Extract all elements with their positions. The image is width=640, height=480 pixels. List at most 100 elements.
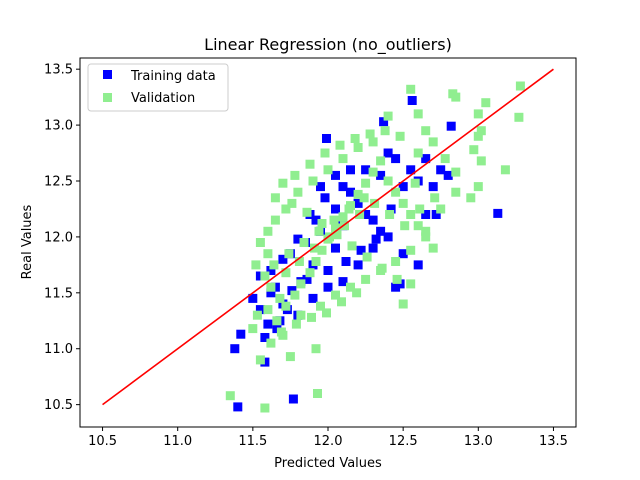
training-point xyxy=(302,274,312,284)
validation-point xyxy=(473,109,483,119)
validation-point xyxy=(308,176,318,186)
validation-point xyxy=(413,148,423,158)
training-point xyxy=(323,266,333,275)
validation-point xyxy=(361,274,371,284)
y-axis-label: Real Values xyxy=(20,204,35,279)
validation-point xyxy=(391,187,401,197)
training-point xyxy=(376,170,386,180)
validation-point xyxy=(263,249,273,259)
validation-point xyxy=(337,297,346,307)
plot-area xyxy=(79,57,577,428)
validation-point xyxy=(398,299,408,309)
validation-point xyxy=(428,243,438,253)
training-point xyxy=(368,243,378,253)
legend: Training data Validation xyxy=(87,63,229,112)
validation-point xyxy=(287,198,297,208)
training-point xyxy=(233,402,243,412)
training-point xyxy=(383,232,393,242)
training-point xyxy=(331,204,340,214)
validation-point xyxy=(346,282,355,292)
validation-point xyxy=(320,148,330,158)
training-point xyxy=(308,293,318,303)
training-point xyxy=(406,165,416,175)
validation-point xyxy=(275,293,285,303)
validation-point xyxy=(263,226,273,236)
legend-label-validation: Validation xyxy=(131,91,195,106)
validation-point xyxy=(296,279,306,289)
training-point xyxy=(266,288,276,298)
y-tick-label: 13.0 xyxy=(44,119,73,134)
validation-point xyxy=(370,198,380,208)
training-point xyxy=(386,204,396,214)
validation-point xyxy=(329,215,339,225)
y-tick-label: 12.5 xyxy=(44,175,73,190)
validation-point xyxy=(302,207,312,217)
validation-point xyxy=(406,210,416,219)
validation-point xyxy=(368,137,378,147)
y-tick-label: 11.0 xyxy=(44,342,73,357)
validation-point xyxy=(362,252,372,262)
validation-point xyxy=(473,182,483,192)
validation-point xyxy=(451,167,461,177)
legend-label-training: Training data xyxy=(130,69,216,84)
validation-point xyxy=(317,219,327,228)
validation-point xyxy=(299,238,309,247)
training-point xyxy=(323,282,333,292)
training-point xyxy=(263,319,273,329)
validation-point xyxy=(293,187,303,197)
legend-marker-validation xyxy=(103,93,112,102)
validation-point xyxy=(255,238,265,247)
y-tick-label: 10.5 xyxy=(44,398,73,413)
validation-point xyxy=(392,274,402,284)
validation-point xyxy=(252,310,262,320)
validation-point xyxy=(391,257,401,266)
validation-point xyxy=(307,312,316,322)
validation-point xyxy=(428,137,438,147)
validation-point xyxy=(272,316,282,326)
validation-point xyxy=(338,154,348,164)
validation-point xyxy=(380,126,390,136)
training-point xyxy=(398,249,408,259)
training-point xyxy=(230,344,240,354)
validation-point xyxy=(248,324,258,334)
training-point xyxy=(293,234,303,244)
validation-point xyxy=(260,271,270,281)
validation-point xyxy=(325,232,334,242)
validation-point xyxy=(421,232,431,242)
validation-point xyxy=(406,279,416,289)
validation-point xyxy=(385,210,395,219)
training-point xyxy=(428,182,438,192)
validation-point xyxy=(314,226,324,236)
validation-point xyxy=(263,305,273,315)
validation-point xyxy=(305,159,315,169)
validation-point xyxy=(331,223,340,233)
validation-point xyxy=(406,84,416,94)
training-point xyxy=(288,394,298,404)
validation-point xyxy=(311,344,321,354)
x-tick-label: 10.5 xyxy=(88,434,117,449)
validation-point xyxy=(281,204,291,214)
legend-frame xyxy=(87,63,229,112)
validation-point xyxy=(285,352,295,362)
validation-point xyxy=(353,189,363,199)
points-layer xyxy=(225,81,525,413)
validation-point xyxy=(269,260,279,270)
x-axis-label: Predicted Values xyxy=(274,456,382,471)
training-point xyxy=(322,134,331,143)
training-point xyxy=(311,215,321,225)
x-tick-label: 11.0 xyxy=(163,434,192,449)
validation-point xyxy=(270,215,280,225)
validation-point xyxy=(368,167,378,177)
validation-point xyxy=(290,170,300,180)
validation-point xyxy=(383,176,393,186)
x-tick-label: 13.0 xyxy=(464,434,493,449)
validation-point xyxy=(430,193,440,203)
training-point xyxy=(338,277,348,287)
validation-point xyxy=(469,145,479,155)
validation-point xyxy=(352,288,362,298)
training-point xyxy=(368,215,378,225)
training-point xyxy=(376,226,386,236)
training-point xyxy=(338,182,348,192)
y-tick-label: 13.5 xyxy=(44,63,73,78)
